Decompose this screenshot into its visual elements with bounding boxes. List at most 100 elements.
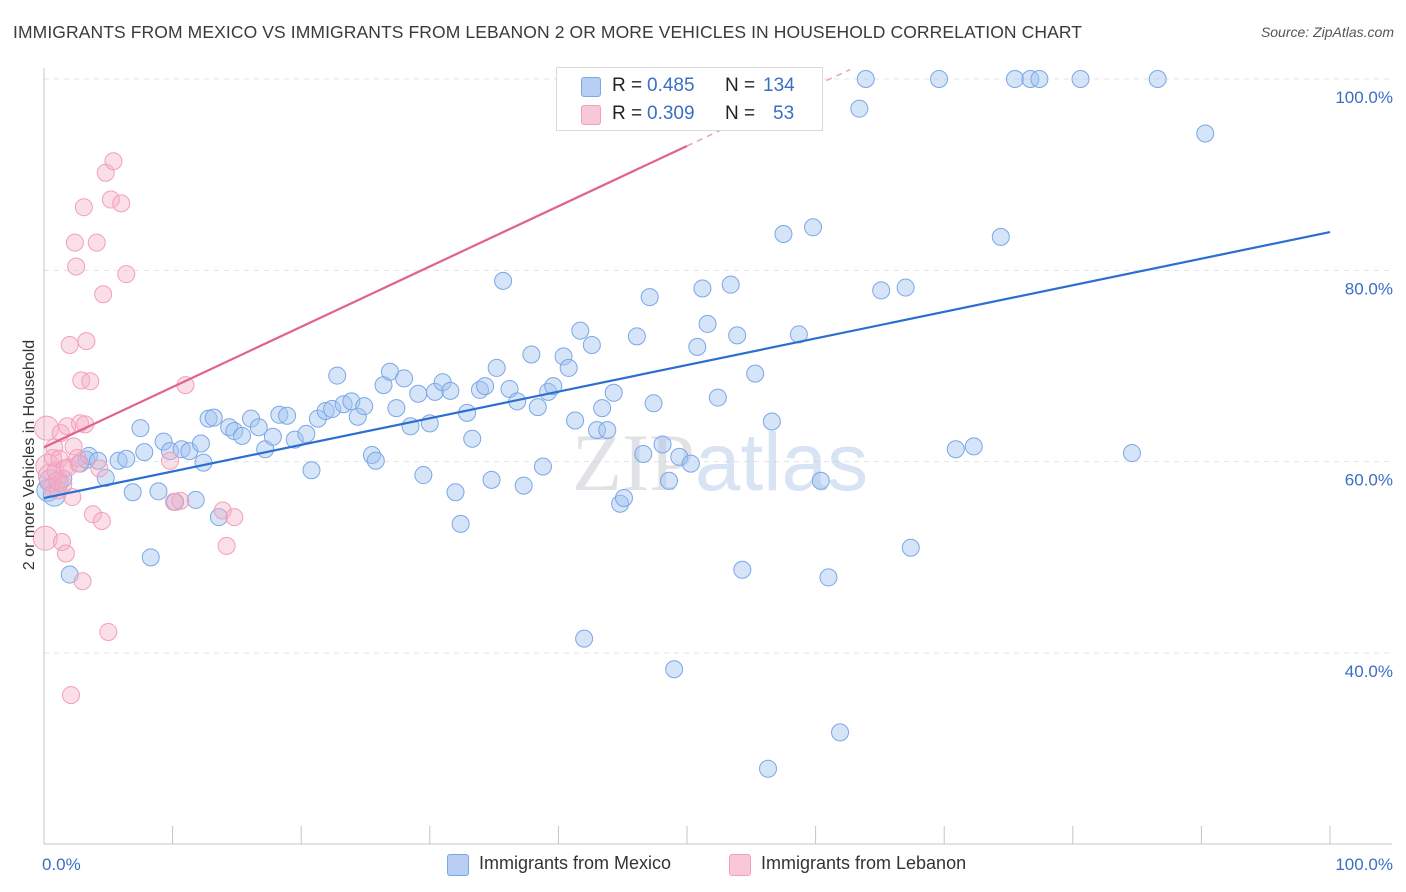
point-mexico [901, 538, 920, 557]
point-mexico [149, 482, 168, 501]
point-lebanon [81, 372, 100, 391]
point-mexico [109, 451, 128, 470]
point-mexico [1005, 70, 1024, 88]
point-lebanon [64, 437, 83, 456]
point-lebanon [104, 152, 123, 171]
point-mexico [634, 445, 653, 464]
series-legend: Immigrants from Mexico Immigrants from L… [0, 852, 1406, 878]
point-mexico [186, 490, 205, 509]
point-mexico [172, 440, 191, 459]
point-lebanon [87, 233, 106, 252]
legend-swatch-lebanon [729, 854, 751, 876]
point-mexico [96, 468, 115, 487]
point-mexico [89, 451, 108, 470]
point-mexico [1122, 444, 1141, 463]
point-mexico [533, 457, 552, 476]
point-mexico [355, 397, 374, 416]
point-mexico [1196, 124, 1215, 143]
point-lebanon [53, 533, 72, 552]
point-mexico [856, 70, 875, 88]
legend-r-value: 0.309 [647, 103, 695, 124]
x-tick-label-max: 100.0% [1335, 855, 1393, 874]
point-mexico [458, 403, 477, 422]
point-mexico [819, 568, 838, 587]
series-mexico-points [36, 70, 1215, 778]
point-mexico [141, 548, 160, 567]
point-mexico [598, 421, 617, 440]
point-mexico [554, 347, 573, 366]
watermark-atlas: atlas [695, 417, 868, 508]
point-mexico [191, 434, 210, 453]
legend-r-value: 0.485 [647, 75, 695, 96]
point-mexico [387, 399, 406, 418]
point-mexico [1148, 70, 1167, 88]
point-mexico [323, 400, 342, 419]
series-lebanon-points [32, 152, 244, 705]
legend-n-value: 53 [773, 103, 795, 124]
point-mexico [528, 398, 547, 417]
point-mexico [414, 466, 433, 485]
point-lebanon [164, 492, 183, 511]
point-mexico [270, 405, 289, 424]
legend-r-label: R = [612, 103, 643, 124]
watermark: ZIPatlas [572, 417, 868, 508]
point-mexico [544, 377, 563, 396]
point-lebanon [74, 198, 93, 217]
point-mexico [896, 278, 915, 297]
point-mexico [1030, 70, 1049, 88]
point-mexico [733, 560, 752, 579]
point-mexico [476, 377, 495, 396]
point-mexico [487, 358, 506, 377]
legend-row-lebanon: R = 0.309 N = 53 [557, 100, 822, 128]
point-mexico [582, 335, 601, 354]
point-lebanon [112, 194, 131, 213]
trend-line-lebanon [43, 144, 688, 449]
point-lebanon [101, 190, 120, 209]
point-mexico [614, 489, 633, 508]
point-mexico [494, 271, 513, 290]
point-mexico [366, 451, 385, 470]
y-axis-title: 2 or more Vehicles in Household [21, 340, 38, 570]
point-mexico [285, 430, 304, 449]
point-mexico [571, 321, 590, 340]
watermark-zip: ZIP [572, 417, 695, 508]
point-mexico [451, 514, 470, 533]
source-label: Source: ZipAtlas.com [1260, 24, 1394, 40]
point-lebanon [117, 265, 136, 284]
point-mexico [774, 224, 793, 243]
gridlines [44, 78, 1392, 654]
point-mexico [199, 409, 218, 428]
point-mexico [463, 429, 482, 448]
point-mexico [659, 471, 678, 490]
point-mexico [131, 419, 150, 438]
point-lebanon [62, 686, 81, 705]
point-mexico [117, 449, 136, 468]
legend-row-mexico: R = 0.485 N = 134 [557, 72, 822, 100]
point-mexico [640, 288, 659, 307]
legend-r-label: R = [612, 75, 643, 96]
point-lebanon [60, 335, 79, 354]
point-mexico [811, 471, 830, 490]
point-mexico [161, 442, 180, 461]
point-mexico [249, 418, 268, 437]
point-mexico [233, 426, 252, 445]
point-mexico [850, 99, 869, 118]
y-tick-labels: 40.0% 60.0% 80.0% 100.0% [1335, 88, 1393, 681]
point-lebanon [56, 544, 75, 563]
point-mexico [559, 358, 578, 377]
y-tick-label: 40.0% [1345, 662, 1393, 681]
point-mexico [135, 443, 154, 462]
point-lebanon [213, 501, 232, 520]
y-tick-label: 80.0% [1345, 279, 1393, 298]
point-mexico [302, 461, 321, 480]
point-mexico [514, 476, 533, 495]
point-mexico [154, 432, 173, 451]
point-mexico [566, 411, 585, 430]
point-mexico [409, 384, 428, 403]
point-lebanon [72, 371, 91, 390]
point-mexico [395, 369, 414, 388]
y-tick-label: 60.0% [1345, 471, 1393, 490]
legend-n-label: N = [725, 103, 756, 124]
point-mexico [721, 275, 740, 294]
point-mexico [693, 279, 712, 298]
